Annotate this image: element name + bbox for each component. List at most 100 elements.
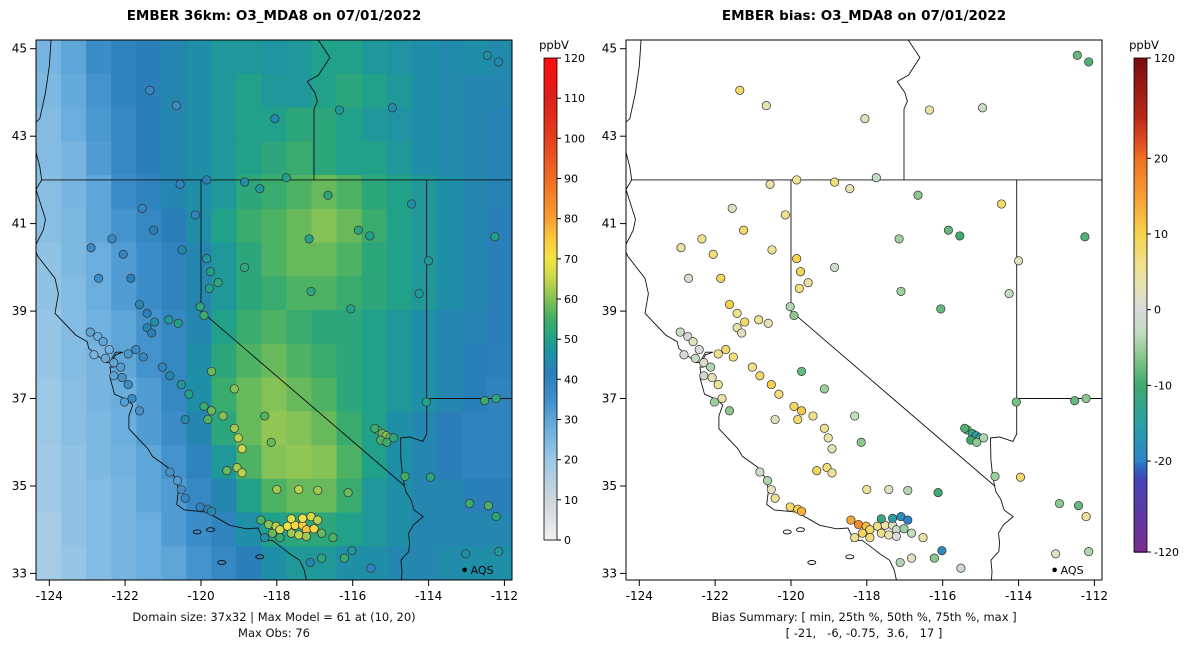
bias-point: [763, 318, 773, 328]
bias-point: [676, 243, 686, 253]
obs-point: [480, 396, 490, 406]
left-panel-title: EMBER 36km: O3_MDA8 on 07/01/2022: [126, 8, 422, 24]
obs-point: [382, 437, 392, 447]
bias-point: [797, 406, 807, 416]
obs-point: [165, 371, 175, 381]
bias-point: [803, 278, 813, 288]
obs-point: [482, 50, 492, 60]
y-tick-label: 43: [602, 129, 617, 143]
bias-point: [913, 190, 923, 200]
bias-point: [1084, 57, 1094, 67]
x-tick-label: -114: [415, 589, 442, 603]
y-tick-label: 35: [12, 479, 27, 493]
bias-point: [755, 467, 765, 477]
colorbar-tick-label: -120: [1154, 546, 1179, 559]
obs-point: [86, 243, 96, 253]
island-outline: [206, 527, 215, 533]
obs-point: [218, 411, 228, 421]
x-tick-label: -120: [777, 589, 804, 603]
y-tick-label: 33: [602, 566, 617, 580]
bias-point: [876, 514, 886, 524]
x-tick-label: -118: [853, 589, 880, 603]
bias-point: [827, 468, 837, 478]
bias-point: [706, 362, 716, 372]
obs-point: [150, 317, 160, 327]
bias-point: [955, 231, 965, 241]
bias-point: [1054, 498, 1065, 509]
obs-point: [389, 433, 399, 443]
bias-point: [1004, 289, 1014, 299]
colorbar-tick-label: -20: [1154, 455, 1172, 468]
obs-point: [275, 525, 285, 535]
bias-point: [903, 485, 913, 495]
bias-point: [721, 345, 731, 355]
aqs-legend-label: AQS: [471, 564, 494, 577]
bias-point: [1081, 512, 1091, 522]
bias-point: [717, 393, 727, 404]
obs-point: [400, 471, 410, 481]
boundary-nv_az: [990, 179, 1018, 487]
bias-point: [724, 299, 735, 310]
y-tick-label: 39: [12, 304, 27, 318]
bias-point: [1014, 256, 1024, 266]
obs-point: [145, 85, 155, 95]
bias-point: [907, 528, 917, 538]
bias-point: [737, 328, 747, 338]
bias-point: [770, 414, 780, 425]
obs-point: [202, 175, 212, 185]
obs-point: [109, 371, 119, 381]
panel-frame-axes: AQS -124 -122 -120 -118 -116 -114 -112 33 35 37 39 4…: [602, 39, 1108, 603]
y-tick-label: 41: [602, 217, 617, 231]
y-tick-label: 45: [602, 42, 617, 56]
bias-point: [707, 373, 717, 383]
bias-point: [977, 103, 988, 113]
bias-point: [996, 199, 1007, 209]
bias-point: [785, 502, 795, 512]
obs-point: [100, 353, 110, 363]
bias-point: [812, 466, 822, 476]
island-outline: [796, 527, 805, 533]
obs-point: [149, 225, 159, 235]
obs-point: [306, 286, 316, 296]
colorbar-tick-label: 80: [564, 213, 578, 226]
bias-point: [1080, 232, 1090, 242]
obs-point: [157, 362, 167, 372]
bias-point: [972, 437, 982, 447]
obs-point: [213, 278, 223, 288]
obs-point: [490, 232, 500, 242]
bias-point: [933, 488, 943, 498]
obs-point: [255, 184, 265, 194]
x-tick-label: -122: [701, 589, 728, 603]
obs-point: [328, 533, 338, 543]
bias-point: [960, 423, 970, 433]
obs-point: [286, 514, 296, 524]
obs-point: [366, 563, 376, 573]
bias-point: [766, 484, 776, 495]
island-outline: [807, 560, 817, 565]
obs-point: [347, 546, 357, 556]
obs-point: [461, 549, 471, 559]
x-tick-label: -116: [929, 589, 956, 603]
bias-point: [819, 384, 829, 394]
bias-point: [924, 105, 934, 115]
obs-point: [346, 304, 356, 314]
obs-point: [406, 199, 417, 209]
obs-point: [142, 308, 152, 318]
obs-point: [267, 528, 277, 538]
bias-point: [770, 493, 780, 503]
bias-point: [713, 380, 723, 390]
bias-point: [728, 352, 738, 362]
boundary-ca_east: [790, 179, 1014, 580]
obs-point: [334, 105, 344, 115]
obs-point: [134, 406, 145, 416]
obs-point: [298, 513, 308, 523]
bias-point: [937, 546, 947, 556]
aqs-legend-label: AQS: [1061, 564, 1084, 577]
bias-point: [716, 273, 726, 283]
obs-point: [323, 190, 333, 200]
colorbar-tick-label: 20: [1154, 152, 1168, 165]
obs-point: [494, 547, 504, 557]
bias-point: [884, 484, 894, 495]
y-tick-label: 43: [12, 129, 27, 143]
obs-point: [229, 423, 239, 433]
